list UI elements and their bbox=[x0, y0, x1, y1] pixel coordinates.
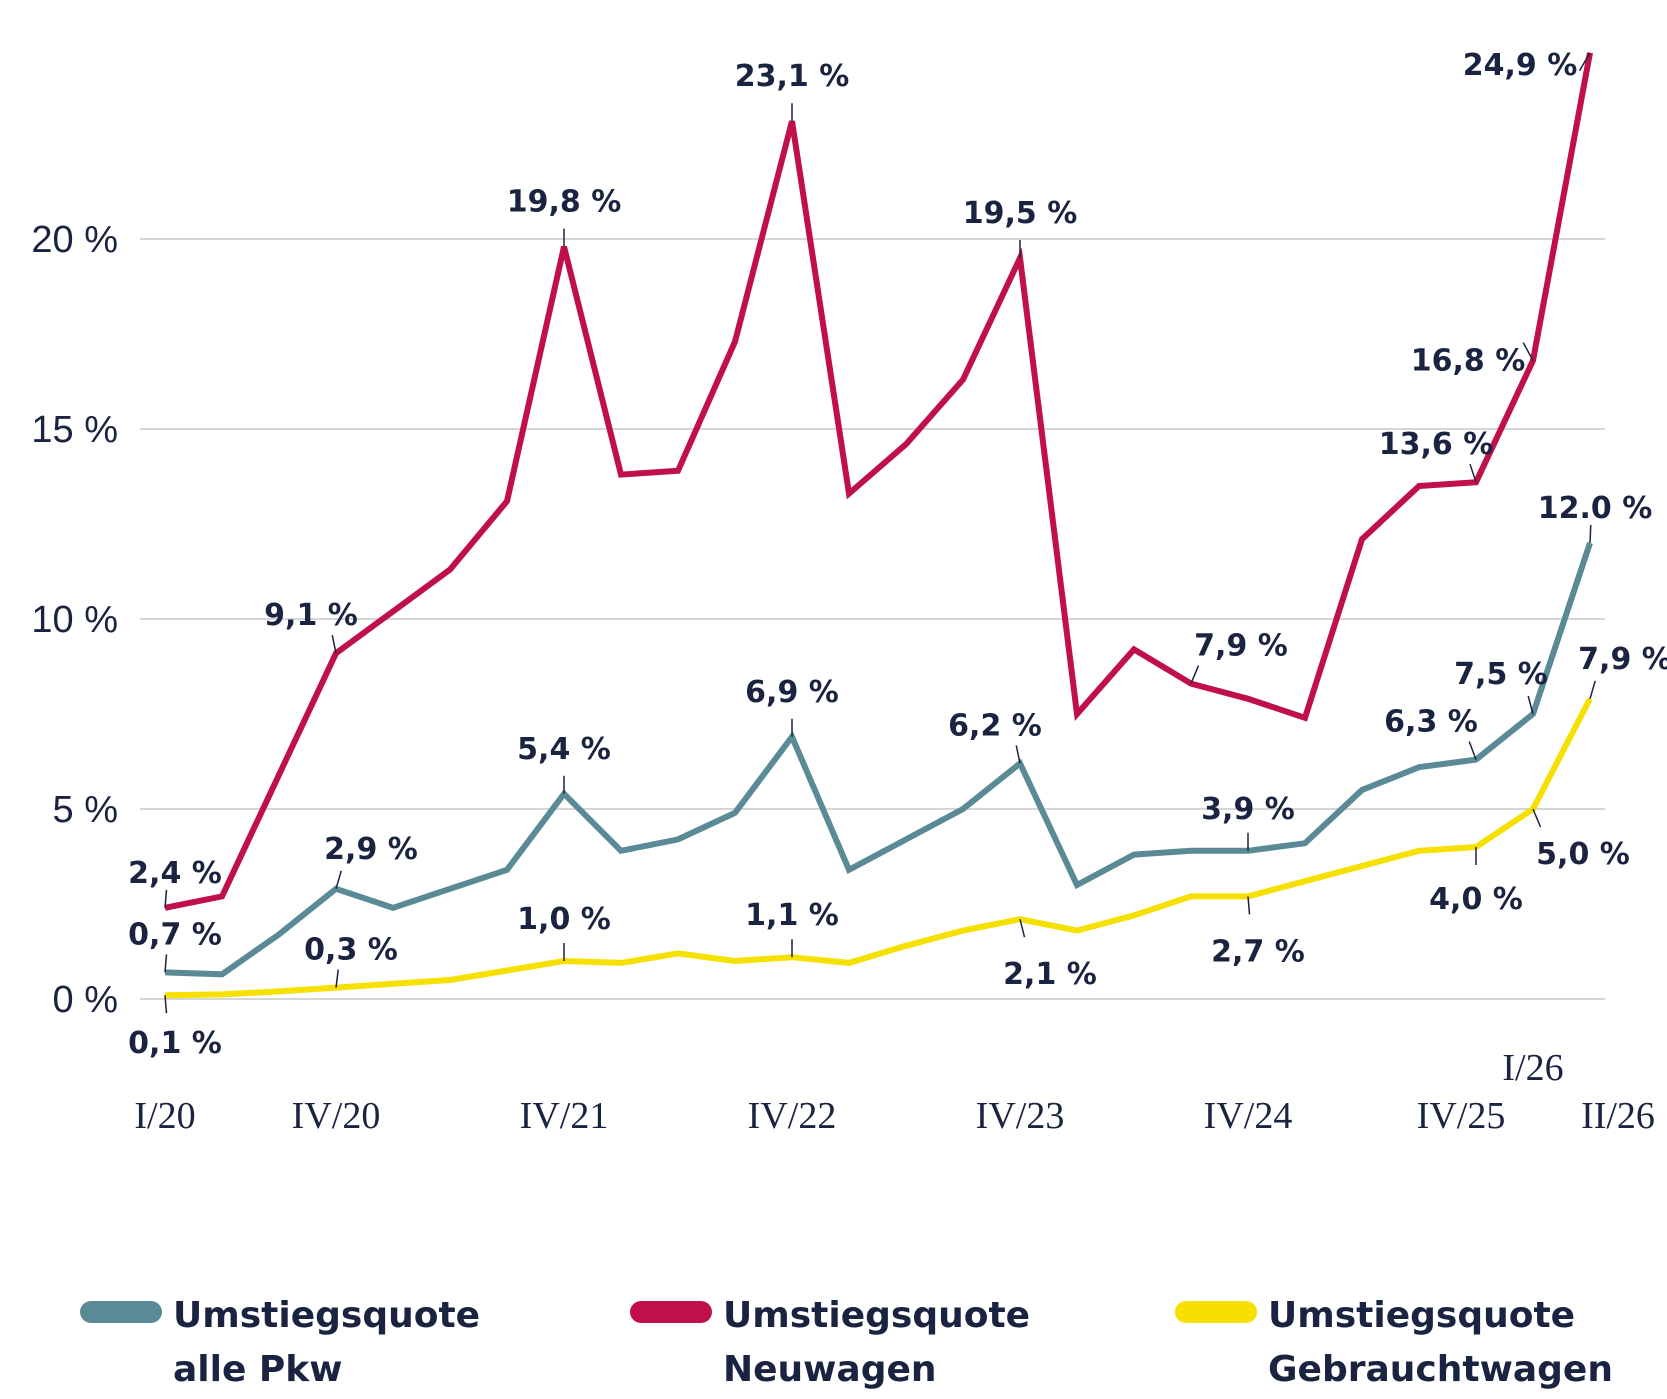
label-leader bbox=[335, 969, 339, 988]
data-label: 0,3 % bbox=[304, 933, 398, 968]
label-leader bbox=[335, 870, 342, 890]
label-leader bbox=[1015, 745, 1021, 764]
label-leader bbox=[1468, 741, 1477, 760]
x-tick-label: IV/20 bbox=[292, 1095, 381, 1137]
data-label: 2,4 % bbox=[128, 856, 222, 891]
data-label: 19,5 % bbox=[963, 196, 1078, 231]
x-tick-label: IV/23 bbox=[976, 1095, 1065, 1137]
legend: Umstiegsquote alle Pkw Umstiegsquote Neuwag… bbox=[80, 1295, 1613, 1390]
x-tick-label: II/26 bbox=[1581, 1095, 1655, 1137]
series-lines bbox=[164, 52, 1593, 999]
y-tick-label: 15 % bbox=[31, 409, 118, 451]
gridlines bbox=[140, 238, 1605, 1000]
data-label: 2,7 % bbox=[1211, 934, 1305, 969]
label-leader bbox=[1190, 665, 1200, 684]
data-label: 9,1 % bbox=[264, 598, 358, 633]
legend-label-1: alle Pkw bbox=[173, 1349, 343, 1390]
series-line-3 bbox=[164, 697, 1593, 999]
legend-label-1: Umstiegsquote bbox=[173, 1295, 480, 1336]
label-leader bbox=[164, 889, 168, 908]
data-label: 3,9 % bbox=[1201, 792, 1295, 827]
label-leader bbox=[1247, 896, 1251, 915]
legend-swatch-1 bbox=[80, 1301, 162, 1323]
x-tick-label: I/26 bbox=[1502, 1047, 1563, 1089]
data-label: 7,9 % bbox=[1194, 629, 1288, 664]
x-axis-ticks: I/20 IV/20 IV/21 IV/22 IV/23 IV/24 IV/25 I/26 II… bbox=[134, 1047, 1655, 1137]
data-label: 7,5 % bbox=[1454, 657, 1548, 692]
label-leader bbox=[1589, 680, 1596, 700]
series-line-2 bbox=[164, 52, 1593, 911]
data-label: 5,0 % bbox=[1536, 837, 1630, 872]
data-label: 4,0 % bbox=[1429, 882, 1523, 917]
label-leader bbox=[164, 954, 168, 973]
data-label: 24,9 % bbox=[1463, 48, 1578, 83]
data-label: 19,8 % bbox=[507, 185, 622, 220]
data-label: 23,1 % bbox=[735, 59, 850, 94]
label-leader bbox=[331, 635, 337, 654]
legend-swatch-3 bbox=[1175, 1301, 1257, 1323]
data-label: 5,4 % bbox=[517, 732, 611, 767]
label-leader bbox=[1532, 808, 1542, 828]
label-leader bbox=[1589, 524, 1592, 544]
data-label: 2,1 % bbox=[1003, 957, 1097, 992]
data-label: 7,9 % bbox=[1578, 642, 1667, 677]
y-axis-ticks: 0 % 5 % 10 % 15 % 20 % bbox=[31, 219, 118, 1021]
series-line-1 bbox=[164, 542, 1593, 978]
data-label: 16,8 % bbox=[1411, 344, 1526, 379]
x-tick-label: IV/22 bbox=[748, 1095, 837, 1137]
y-tick-label: 5 % bbox=[53, 789, 118, 831]
data-label: 1,0 % bbox=[517, 902, 611, 937]
data-label: 6,9 % bbox=[745, 675, 839, 710]
data-label: 12.0 % bbox=[1538, 491, 1653, 526]
x-tick-label: IV/24 bbox=[1204, 1095, 1293, 1137]
y-tick-label: 10 % bbox=[31, 599, 118, 641]
legend-label-3: Umstiegsquote bbox=[1268, 1295, 1575, 1336]
label-leader bbox=[1527, 695, 1534, 715]
legend-label-2: Neuwagen bbox=[723, 1349, 937, 1390]
label-leader bbox=[164, 995, 168, 1014]
data-labels: 0,7 % 2,9 % 5,4 % 6,9 % 6,2 % 3,9 % 6,3 % 7,5 %… bbox=[128, 48, 1667, 1061]
data-label: 0,7 % bbox=[128, 917, 222, 952]
data-label: 13,6 % bbox=[1379, 427, 1494, 462]
data-label: 1,1 % bbox=[745, 898, 839, 933]
label-leader bbox=[1019, 919, 1026, 938]
label-leader bbox=[1578, 52, 1591, 72]
data-label: 2,9 % bbox=[324, 832, 418, 867]
legend-swatch-2 bbox=[630, 1301, 712, 1323]
label-leader bbox=[1522, 342, 1534, 361]
x-tick-label: IV/21 bbox=[520, 1095, 609, 1137]
x-tick-label: IV/25 bbox=[1417, 1095, 1506, 1137]
data-label: 0,1 % bbox=[128, 1026, 222, 1061]
data-label: 6,3 % bbox=[1384, 705, 1478, 740]
label-leader bbox=[1469, 463, 1477, 483]
legend-label-2: Umstiegsquote bbox=[723, 1295, 1030, 1336]
data-label: 6,2 % bbox=[948, 708, 1042, 743]
legend-label-3: Gebrauchtwagen bbox=[1268, 1349, 1613, 1390]
y-tick-label: 0 % bbox=[53, 979, 118, 1021]
y-tick-label: 20 % bbox=[31, 219, 118, 261]
x-tick-label: I/20 bbox=[134, 1095, 195, 1137]
